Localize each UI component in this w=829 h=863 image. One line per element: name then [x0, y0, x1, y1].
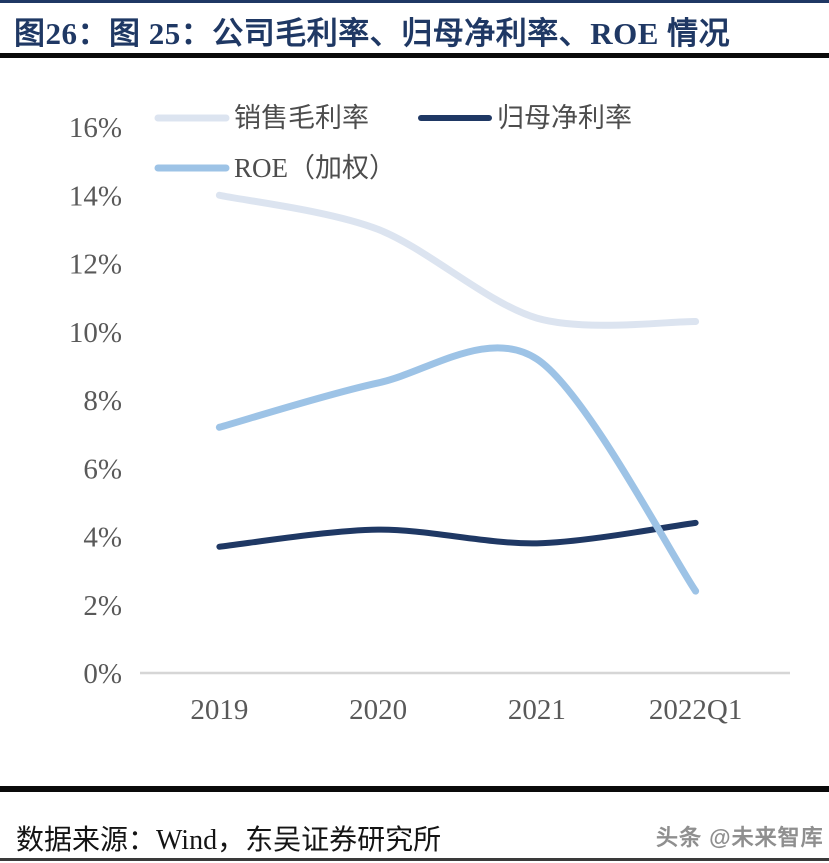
- figure-title: 图26：图 25：公司毛利率、归母净利率、ROE 情况: [14, 16, 731, 51]
- y-tick-label: 2%: [83, 590, 122, 622]
- legend-label-roe-weighted: ROE（加权）: [234, 153, 396, 183]
- y-tick-label: 8%: [83, 385, 122, 417]
- series-line-net-margin: [216, 519, 699, 550]
- data-source-text: 数据来源：Wind，东吴证券研究所: [16, 825, 442, 856]
- y-tick-label: 6%: [83, 453, 122, 485]
- x-tick-label: 2021: [508, 694, 566, 726]
- y-tick-label: 12%: [69, 249, 122, 281]
- y-tick-label: 16%: [69, 112, 122, 144]
- top-border-line: [0, 0, 829, 3]
- footer-divider-line: [0, 786, 829, 792]
- series-line-gross-margin: [215, 191, 700, 329]
- x-tick-label: 2019: [190, 694, 248, 726]
- legend-label-net-margin: 归母净利率: [497, 103, 632, 133]
- y-tick-label: 4%: [83, 522, 122, 554]
- y-tick-label: 10%: [69, 317, 122, 349]
- legend-label-gross-margin: 销售毛利率: [234, 103, 369, 133]
- title-divider-line: [0, 53, 829, 58]
- bottom-border-line: [0, 858, 829, 861]
- x-tick-label: 2022Q1: [649, 694, 742, 726]
- margin-roe-line-chart: 0% 2% 4% 6% 8% 10% 12% 14% 16% 2019 2020 2021 2022Q1…: [69, 103, 790, 726]
- y-tick-label: 14%: [69, 180, 122, 212]
- y-tick-label: 0%: [83, 658, 122, 690]
- series-line-roe-weighted: [215, 344, 700, 595]
- watermark-text: 头条 @未来智库: [656, 825, 824, 850]
- x-tick-label: 2020: [349, 694, 407, 726]
